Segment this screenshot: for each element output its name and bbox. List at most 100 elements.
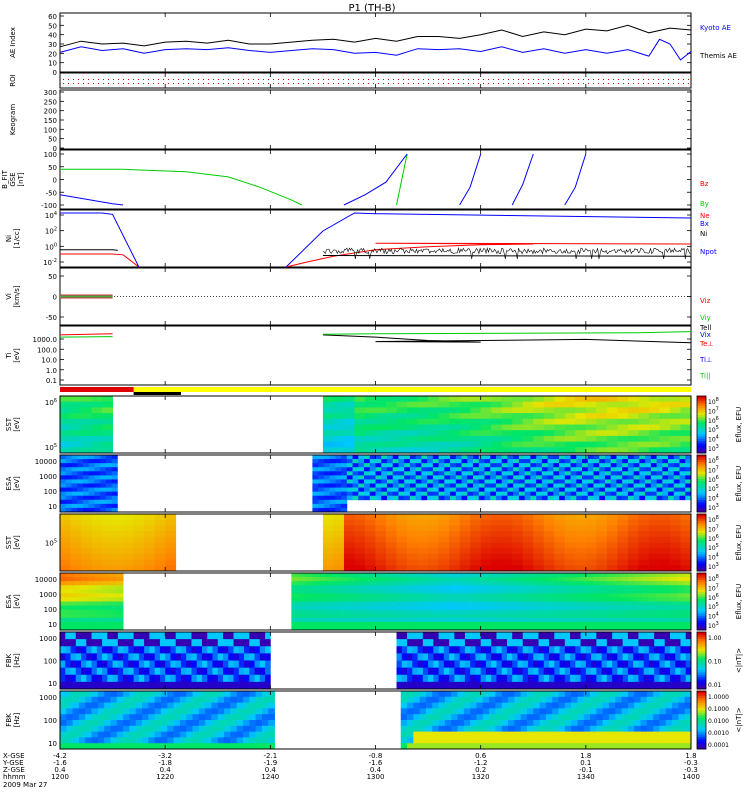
fbk2-cell (545, 691, 553, 698)
esa2-cell (95, 573, 103, 578)
roi-dot (103, 79, 104, 80)
roi-dot (393, 83, 394, 84)
esa1-cell (82, 503, 90, 509)
sst1-cell (60, 401, 71, 408)
fbk2-cell (438, 737, 446, 744)
esa1-colorbar-cell (697, 466, 706, 470)
esa1-cell (616, 455, 623, 460)
esa2-cell (592, 625, 601, 631)
esa2-cell (95, 601, 103, 606)
esa1-cell (415, 495, 422, 501)
esa2-cell (466, 621, 475, 627)
fbk2-cell (425, 720, 433, 727)
esa1-colorbar-frame (696, 454, 707, 513)
esa2-cell (445, 609, 454, 615)
esa1-cell (501, 475, 508, 480)
esa1-cell (490, 475, 497, 480)
fbk2-cell (514, 743, 522, 750)
sst1-cell (480, 435, 492, 442)
esa2-cell (88, 621, 96, 627)
fbk1-cell (564, 653, 571, 661)
esa1-cell (576, 479, 583, 484)
esa2-cell (543, 573, 552, 578)
esa1-cell (100, 479, 107, 484)
esa1-cell (369, 475, 376, 480)
fbk2-cell (255, 702, 263, 709)
fbk2-cell (148, 696, 156, 703)
roi-dot (73, 79, 74, 80)
fbk1-cell (75, 681, 82, 690)
esa1-cell (633, 471, 640, 476)
esa2-cell (494, 597, 503, 602)
esa2-cell (319, 589, 327, 594)
esa2-cell (634, 597, 643, 602)
esa1-cell (673, 483, 680, 488)
sst1-cell (606, 441, 618, 448)
sst2-cell (417, 542, 429, 549)
ae-tick-label: 60 (48, 13, 57, 21)
roi-dot (663, 83, 664, 84)
esa2-cell (116, 577, 124, 582)
esa2-cell (592, 585, 601, 590)
sst2-cell (543, 553, 555, 560)
sst1-cell (564, 413, 576, 420)
sst2-cell (333, 519, 345, 526)
roi-dot (333, 83, 334, 84)
fbk1-cell (638, 681, 645, 690)
esa2-cell (662, 597, 671, 602)
fbk2-cell (407, 691, 414, 698)
fbk2-cell (432, 708, 439, 715)
fbk2-cell (97, 714, 105, 721)
fbk2-cell (85, 702, 92, 709)
esa2-cell (389, 593, 397, 598)
sst2-cell (512, 514, 524, 521)
esa2-cell (543, 609, 552, 615)
esa2-cell (585, 597, 594, 602)
fbk1-cell (170, 674, 177, 683)
esa1-cell (645, 463, 652, 468)
ti-tick-label: 100.0 (37, 346, 57, 354)
fbk1-cell (575, 660, 581, 669)
fbk2-cell (72, 731, 80, 738)
esa1-cell (645, 491, 652, 497)
sst2-cell (428, 542, 439, 549)
fbk2-cell (129, 737, 137, 744)
esa2-cell (487, 597, 496, 602)
fbk2-cell (91, 696, 99, 703)
esa1-cell (570, 467, 577, 472)
sst2-cell (596, 531, 608, 538)
sst1-cell (322, 447, 334, 454)
fbk2-cell (564, 691, 572, 698)
fbk2-cell (526, 743, 534, 750)
esa2-cell (564, 593, 573, 598)
esa1-cell (94, 495, 101, 501)
roi-dot (613, 79, 614, 80)
roi-dot (258, 83, 259, 84)
esa2-cell (592, 577, 601, 582)
fbk2-cell (407, 731, 414, 738)
esa2-cell (368, 609, 376, 615)
bfit-tick-label: 0 (53, 177, 57, 185)
esa2-cell (494, 613, 503, 619)
sst2-cell (638, 536, 650, 543)
fbk2-cell (167, 702, 174, 709)
esa1-cell (409, 483, 417, 488)
sst1-cell (91, 424, 103, 431)
fbk2-cell (533, 731, 540, 738)
esa1-cell (461, 455, 468, 460)
esa1-cell (582, 475, 589, 480)
roi-dot (243, 83, 244, 84)
fbk1-cell (470, 681, 476, 690)
fbk1-cell (70, 653, 77, 661)
fbk1-cell (175, 681, 182, 690)
sst2-cell (333, 548, 345, 555)
fbk1-cell (128, 667, 135, 676)
esa2-cell (550, 621, 559, 627)
fbk2-cell (627, 708, 635, 715)
roi-dot (248, 79, 249, 80)
esa1-cell (77, 463, 84, 468)
fbk2-cell (142, 702, 149, 709)
fbk1-cell (102, 639, 108, 647)
esa1-cell (364, 463, 371, 468)
esa2-cell (564, 601, 573, 606)
